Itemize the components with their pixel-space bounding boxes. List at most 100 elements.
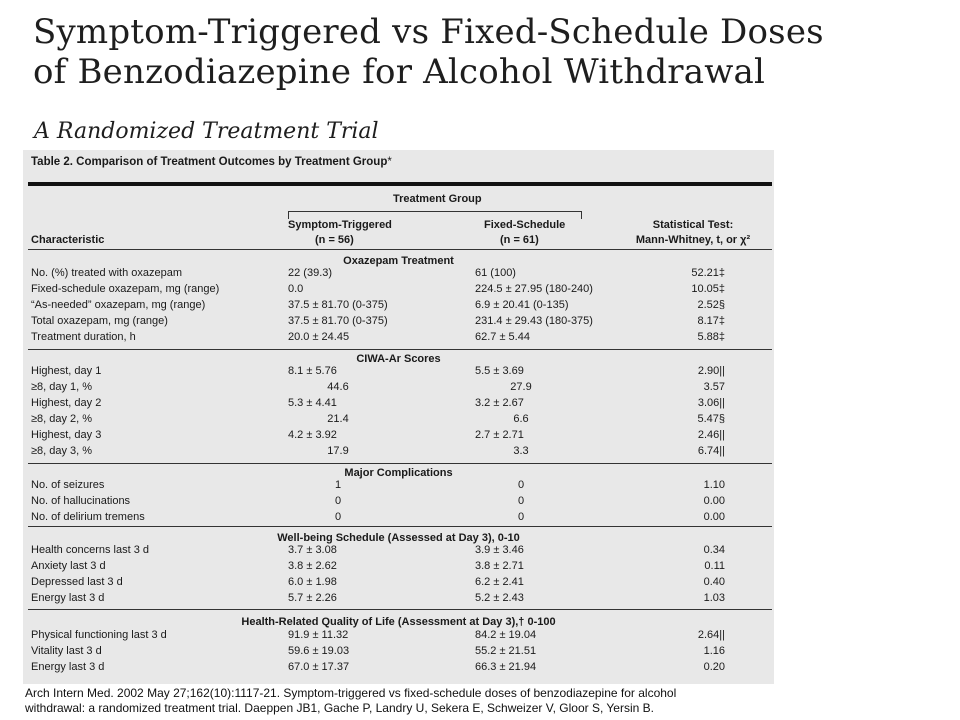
statistic-value: 2.52§ bbox=[697, 299, 725, 311]
fixed-schedule-value: 0 bbox=[517, 495, 525, 507]
col-header-symptom: Symptom-Triggered bbox=[288, 219, 392, 231]
statistic-value: 2.46|| bbox=[697, 429, 725, 441]
fixed-schedule-value: 6.2 ± 2.41 bbox=[475, 576, 524, 588]
fixed-schedule-value: 66.3 ± 21.94 bbox=[475, 661, 537, 673]
slide-title-line-1: Symptom-Triggered vs Fixed-Schedule Dose… bbox=[33, 12, 824, 52]
symptom-triggered-value: 4.2 ± 3.92 bbox=[288, 429, 337, 441]
fixed-schedule-value: 3.2 ± 2.67 bbox=[475, 397, 524, 409]
statistic-value: 1.03 bbox=[703, 592, 725, 604]
fixed-schedule-value: 61 (100) bbox=[475, 267, 516, 279]
symptom-triggered-value: 21.4 bbox=[327, 413, 349, 425]
symptom-triggered-value: 91.9 ± 11.32 bbox=[288, 629, 349, 641]
row-label: Highest, day 1 bbox=[31, 365, 102, 377]
symptom-triggered-value: 59.6 ± 19.03 bbox=[288, 645, 350, 657]
symptom-triggered-value: 37.5 ± 81.70 (0-375) bbox=[288, 315, 388, 327]
statistic-value: 0.11 bbox=[704, 560, 725, 572]
col-header-characteristic: Characteristic bbox=[31, 234, 105, 246]
section-rule bbox=[28, 349, 772, 350]
row-label: ≥8, day 1, % bbox=[31, 381, 93, 393]
header-rule bbox=[28, 249, 772, 250]
row-label: “As-needed” oxazepam, mg (range) bbox=[31, 299, 206, 311]
symptom-triggered-value: 0.0 bbox=[288, 283, 304, 295]
row-label: Fixed-schedule oxazepam, mg (range) bbox=[31, 283, 220, 295]
symptom-triggered-value: 5.3 ± 4.41 bbox=[288, 397, 337, 409]
fixed-schedule-value: 0 bbox=[517, 511, 525, 523]
fixed-schedule-value: 3.3 bbox=[513, 445, 529, 457]
row-label: No. of seizures bbox=[31, 479, 105, 491]
statistic-value: 2.64|| bbox=[697, 629, 725, 641]
symptom-triggered-value: 20.0 ± 24.45 bbox=[288, 331, 350, 343]
table-panel: Table 2. Comparison of Treatment Outcome… bbox=[23, 150, 774, 684]
symptom-triggered-value: 37.5 ± 81.70 (0-375) bbox=[288, 299, 388, 311]
statistic-value: 0.00 bbox=[703, 511, 725, 523]
section-wellbeing: Well-being Schedule (Assessed at Day 3),… bbox=[277, 532, 520, 544]
row-label: Highest, day 2 bbox=[31, 397, 102, 409]
fixed-schedule-value: 62.7 ± 5.44 bbox=[475, 331, 530, 343]
citation-line-2: withdrawal: a randomized treatment trial… bbox=[25, 701, 654, 715]
fixed-schedule-value: 6.6 bbox=[513, 413, 529, 425]
row-label: Health concerns last 3 d bbox=[31, 544, 150, 556]
statistic-value: 3.06|| bbox=[697, 397, 725, 409]
row-label: Total oxazepam, mg (range) bbox=[31, 315, 168, 327]
symptom-triggered-value: 17.9 bbox=[327, 445, 349, 457]
section-rule bbox=[28, 463, 772, 464]
section-complications: Major Complications bbox=[344, 467, 453, 479]
statistic-value: 1.10 bbox=[703, 479, 725, 491]
citation-caption: Arch Intern Med. 2002 May 27;162(10):111… bbox=[25, 686, 765, 716]
fixed-schedule-value: 55.2 ± 21.51 bbox=[475, 645, 537, 657]
symptom-triggered-value: 8.1 ± 5.76 bbox=[288, 365, 337, 377]
row-label: Vitality last 3 d bbox=[31, 645, 102, 657]
statistic-value: 0.34 bbox=[703, 544, 725, 556]
symptom-triggered-value: 1 bbox=[334, 479, 342, 491]
symptom-triggered-value: 3.7 ± 3.08 bbox=[288, 544, 337, 556]
symptom-triggered-value: 3.8 ± 2.62 bbox=[288, 560, 337, 572]
statistic-value: 0.20 bbox=[703, 661, 725, 673]
fixed-schedule-value: 84.2 ± 19.04 bbox=[475, 629, 537, 641]
statistic-value: 5.88‡ bbox=[697, 331, 725, 343]
col-header-test: Statistical Test: bbox=[652, 219, 734, 231]
fixed-schedule-value: 5.2 ± 2.43 bbox=[475, 592, 524, 604]
citation-line-1: Arch Intern Med. 2002 May 27;162(10):111… bbox=[25, 686, 677, 700]
symptom-triggered-value: 44.6 bbox=[327, 381, 349, 393]
row-label: ≥8, day 2, % bbox=[31, 413, 93, 425]
row-label: Energy last 3 d bbox=[31, 661, 105, 673]
row-label: ≥8, day 3, % bbox=[31, 445, 93, 457]
fixed-schedule-value: 27.9 bbox=[510, 381, 532, 393]
statistic-value: 0.40 bbox=[703, 576, 725, 588]
slide-title-line-2: of Benzodiazepine for Alcohol Withdrawal bbox=[33, 52, 766, 92]
section-ciwa: CIWA-Ar Scores bbox=[356, 353, 441, 365]
table-top-rule bbox=[28, 182, 772, 186]
fixed-schedule-value: 224.5 ± 27.95 (180-240) bbox=[475, 283, 593, 295]
fixed-schedule-value: 3.8 ± 2.71 bbox=[475, 560, 524, 572]
section-rule bbox=[28, 526, 772, 527]
symptom-triggered-value: 67.0 ± 17.37 bbox=[288, 661, 350, 673]
row-label: No. of hallucinations bbox=[31, 495, 131, 507]
symptom-triggered-value: 0 bbox=[334, 511, 342, 523]
col-header-fixed: Fixed-Schedule bbox=[484, 219, 566, 231]
row-label: Physical functioning last 3 d bbox=[31, 629, 167, 641]
fixed-schedule-value: 2.7 ± 2.71 bbox=[475, 429, 524, 441]
col-header-fixed-n: (n = 61) bbox=[500, 234, 539, 246]
row-label: Depressed last 3 d bbox=[31, 576, 123, 588]
statistic-value: 1.16 bbox=[703, 645, 725, 657]
statistic-value: 8.17‡ bbox=[697, 315, 725, 327]
section-rule bbox=[28, 609, 772, 610]
col-header-test-methods: Mann-Whitney, t, or χ² bbox=[635, 234, 751, 246]
fixed-schedule-value: 3.9 ± 3.46 bbox=[475, 544, 524, 556]
statistic-value: 10.05‡ bbox=[691, 283, 725, 295]
symptom-triggered-value: 0 bbox=[334, 495, 342, 507]
group-header: Treatment Group bbox=[393, 193, 482, 205]
row-label: Energy last 3 d bbox=[31, 592, 105, 604]
statistic-value: 52.21‡ bbox=[691, 267, 725, 279]
statistic-value: 2.90|| bbox=[697, 365, 725, 377]
row-label: Anxiety last 3 d bbox=[31, 560, 106, 572]
section-oxazepam: Oxazepam Treatment bbox=[343, 255, 454, 267]
statistic-value: 6.74|| bbox=[697, 445, 725, 457]
fixed-schedule-value: 0 bbox=[517, 479, 525, 491]
fixed-schedule-value: 231.4 ± 29.43 (180-375) bbox=[475, 315, 593, 327]
statistic-value: 0.00 bbox=[703, 495, 725, 507]
statistic-value: 5.47§ bbox=[697, 413, 725, 425]
symptom-triggered-value: 22 (39.3) bbox=[288, 267, 333, 279]
row-label: Treatment duration, h bbox=[31, 331, 136, 343]
row-label: Highest, day 3 bbox=[31, 429, 102, 441]
